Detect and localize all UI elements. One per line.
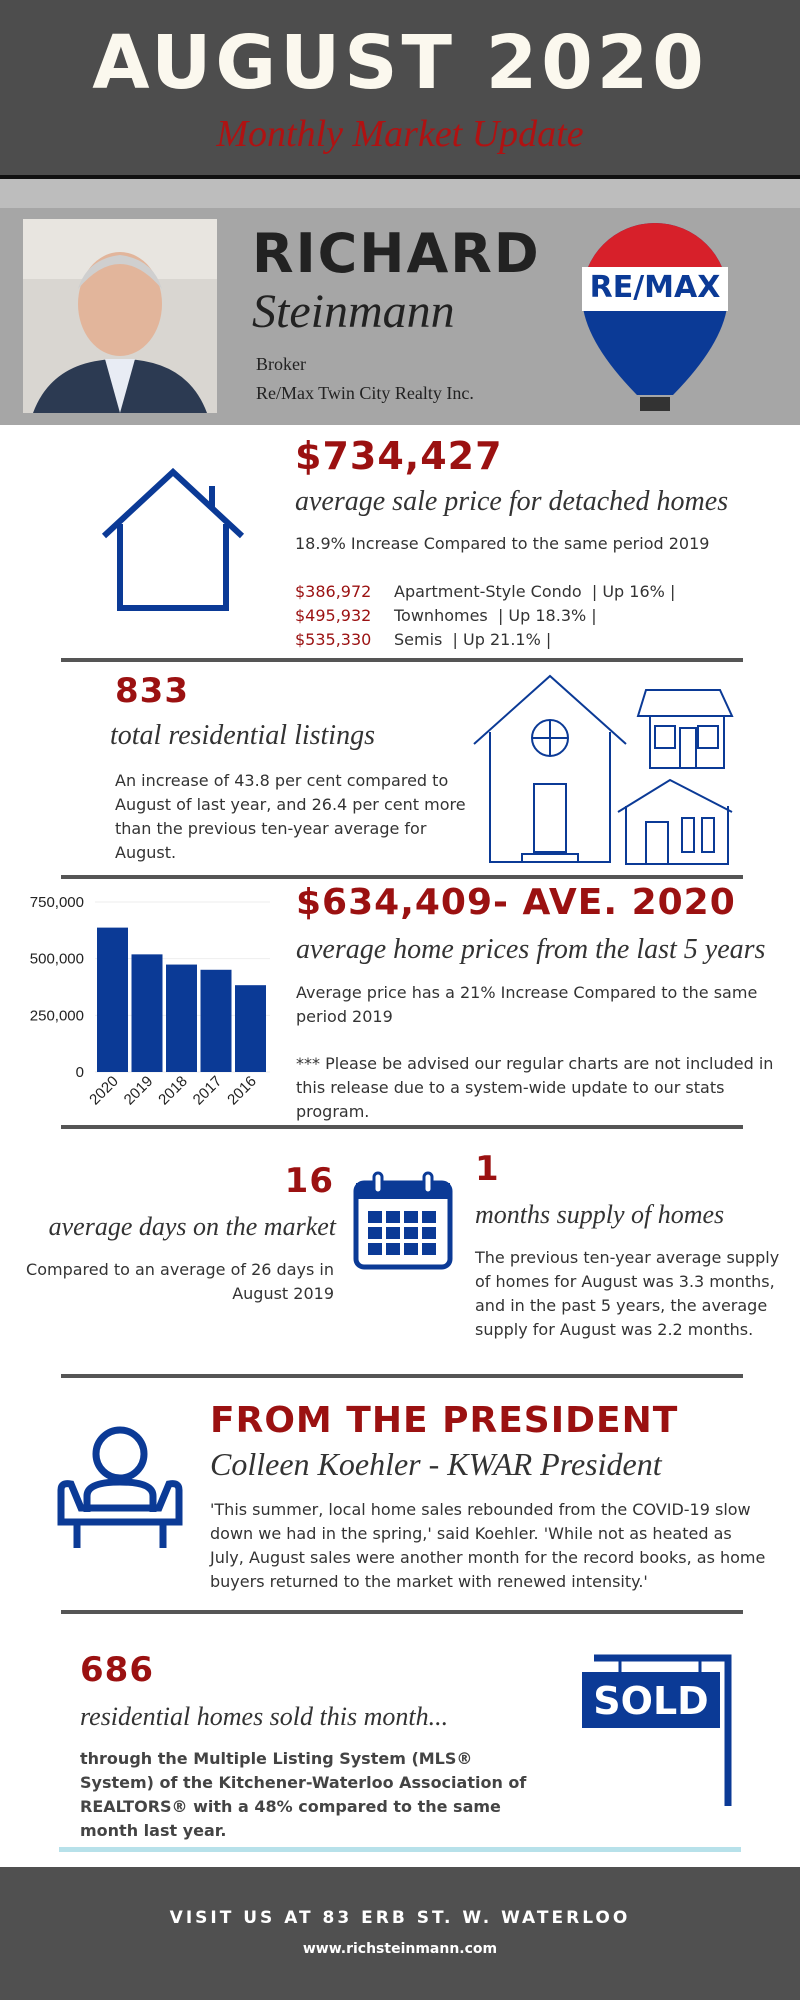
sold-count: 686 bbox=[80, 1650, 154, 1690]
condo-price: $386,972 bbox=[295, 582, 372, 601]
president-icon bbox=[57, 1426, 183, 1548]
separator bbox=[61, 1374, 743, 1378]
five-year-headline: $634,409- AVE. 2020 bbox=[296, 882, 736, 923]
supply-text: The previous ten-year average supply of … bbox=[475, 1248, 780, 1339]
agent-first-name: RICHARD bbox=[252, 222, 541, 285]
separator bbox=[61, 875, 743, 879]
town-label: Townhomes | Up 18.3% | bbox=[394, 606, 597, 625]
agent-photo bbox=[23, 219, 217, 413]
separator bbox=[61, 658, 743, 662]
y-tick-label: 750,000 bbox=[30, 894, 84, 911]
subtitle: Monthly Market Update bbox=[216, 113, 584, 155]
detached-price: $734,427 bbox=[295, 434, 503, 478]
y-tick-label: 500,000 bbox=[30, 951, 84, 968]
header-band bbox=[0, 0, 800, 175]
sold-sign-text: SOLD bbox=[593, 1679, 708, 1723]
days-count: 16 bbox=[284, 1161, 334, 1201]
x-tick-label: 2017 bbox=[190, 1073, 226, 1109]
x-tick-label: 2016 bbox=[224, 1073, 260, 1109]
supply-caption: months supply of homes bbox=[475, 1200, 725, 1229]
detached-change: 18.9% Increase Compared to the same peri… bbox=[295, 534, 710, 553]
y-tick-label: 250,000 bbox=[30, 1007, 84, 1024]
president-name: Colleen Koehler - KWAR President bbox=[210, 1446, 662, 1482]
bar bbox=[97, 927, 128, 1072]
separator bbox=[61, 1610, 743, 1614]
sold-text: through the Multiple Listing System (MLS… bbox=[80, 1749, 527, 1840]
agent-role: Broker bbox=[256, 354, 306, 374]
sold-caption: residential homes sold this month... bbox=[80, 1702, 449, 1731]
agent-company: Re/Max Twin City Realty Inc. bbox=[256, 383, 474, 403]
footer-address: VISIT US AT 83 ERB ST. W. WATERLOO bbox=[169, 1908, 631, 1928]
sold-sign: SOLD bbox=[582, 1654, 732, 1806]
title: AUGUST 2020 bbox=[92, 20, 708, 106]
semi-label: Semis | Up 21.1% | bbox=[394, 630, 552, 649]
days-caption: average days on the market bbox=[48, 1212, 336, 1241]
semi-price: $535,330 bbox=[295, 630, 372, 649]
footer-url: www.richsteinmann.com bbox=[302, 1941, 498, 1957]
supply-count: 1 bbox=[475, 1149, 500, 1189]
five-year-note: *** Please be advised our regular charts… bbox=[296, 1054, 774, 1121]
listings-caption: total residential listings bbox=[110, 720, 375, 751]
calendar-icon bbox=[353, 1171, 453, 1270]
listings-count: 833 bbox=[115, 671, 189, 711]
president-heading: FROM THE PRESIDENT bbox=[210, 1400, 679, 1441]
spacer-band bbox=[0, 179, 800, 208]
header-rule bbox=[0, 175, 800, 179]
logo-text: RE/MAX bbox=[590, 270, 721, 305]
bar bbox=[200, 969, 232, 1072]
footer-band bbox=[0, 1867, 800, 2000]
bar bbox=[131, 954, 163, 1072]
x-tick-label: 2020 bbox=[86, 1073, 122, 1109]
x-tick-label: 2019 bbox=[121, 1073, 157, 1109]
separator bbox=[61, 1125, 743, 1129]
town-price: $495,932 bbox=[295, 606, 372, 625]
president-quote: 'This summer, local home sales rebounded… bbox=[210, 1500, 766, 1591]
footer-rule bbox=[59, 1847, 741, 1852]
listings-text: An increase of 43.8 per cent compared to… bbox=[115, 771, 466, 862]
agent-last-name: Steinmann bbox=[252, 285, 455, 338]
condo-label: Apartment-Style Condo | Up 16% | bbox=[394, 582, 676, 601]
x-tick-label: 2018 bbox=[155, 1073, 191, 1109]
detached-caption: average sale price for detached homes bbox=[295, 486, 729, 517]
five-year-caption: average home prices from the last 5 year… bbox=[296, 934, 766, 965]
houses-illustration bbox=[473, 674, 734, 865]
house-icon bbox=[101, 468, 245, 611]
five-year-text: Average price has a 21% Increase Compare… bbox=[296, 983, 758, 1026]
price-chart: 0 250,000 500,000 750,000 202020192018201720… bbox=[30, 894, 270, 1109]
remax-balloon: RE/MAX bbox=[582, 223, 728, 411]
bar bbox=[235, 985, 266, 1072]
days-text: Compared to an average of 26 days in Aug… bbox=[26, 1260, 334, 1303]
y-tick-label: 0 bbox=[76, 1064, 84, 1081]
bar bbox=[166, 964, 197, 1072]
